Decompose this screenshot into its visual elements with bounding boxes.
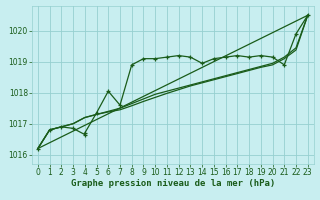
X-axis label: Graphe pression niveau de la mer (hPa): Graphe pression niveau de la mer (hPa) bbox=[71, 179, 275, 188]
